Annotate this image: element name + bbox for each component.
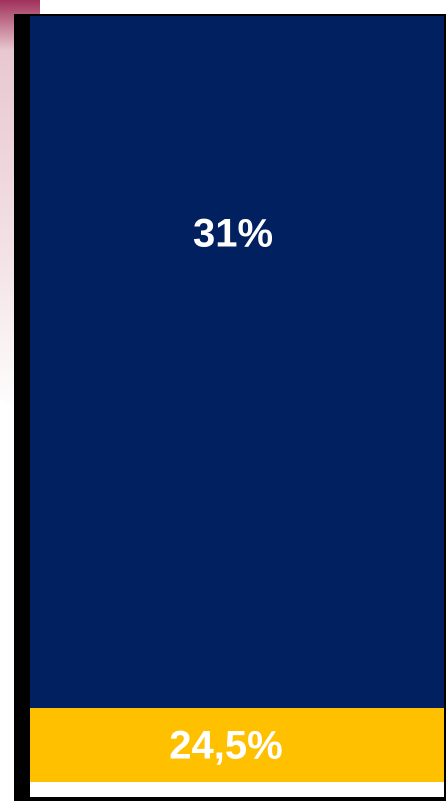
segment-label: 31%	[193, 212, 273, 256]
segment-label: 24,5%	[169, 724, 282, 768]
navy-segment	[30, 16, 444, 708]
page: 31% 24,5% (() => { const data = JSON.par…	[0, 0, 446, 801]
screenshot: 31% 24,5%	[0, 0, 446, 801]
